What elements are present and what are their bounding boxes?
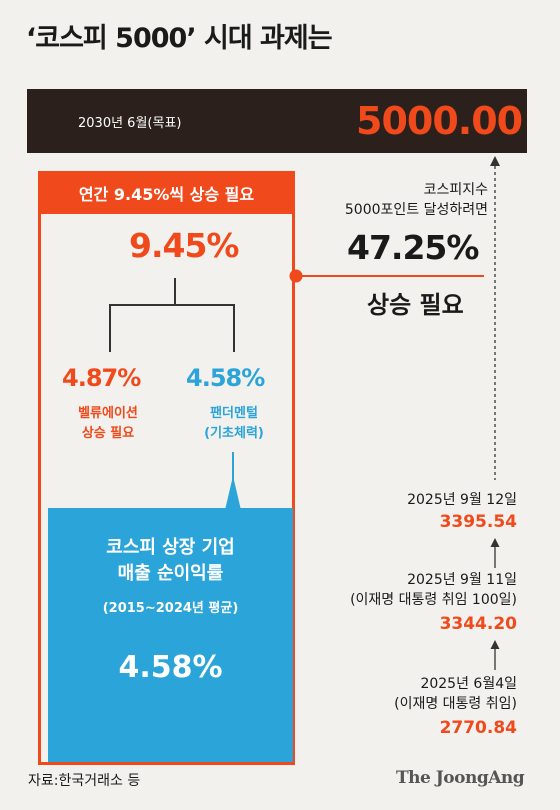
dashed-arrow	[490, 156, 500, 480]
target-label: 2030년 6월(목표)	[78, 116, 182, 131]
profit-box-title: 코스피 상장 기업 매출 순이익률	[106, 537, 235, 584]
required-caption: 코스피지수 5000포인트 달성하려면	[344, 182, 488, 218]
brand-logo: The JoongAng	[396, 768, 525, 788]
growth-box-header-text: 연간 9.45%씩 상승 필요	[78, 185, 255, 204]
required-label: 상승 필요	[367, 291, 464, 319]
profit-box	[48, 508, 293, 762]
tree-stem	[174, 278, 176, 304]
index-value: 3344.20	[439, 614, 517, 634]
profit-box-period: (2015~2024년 평균)	[102, 601, 239, 616]
index-value: 3395.54	[439, 512, 517, 532]
growth-box-header	[38, 171, 295, 214]
profit-box-value: 4.58%	[118, 650, 223, 685]
tree-right-leg	[233, 304, 235, 352]
solid-arrow	[490, 640, 500, 670]
pointer-connector	[225, 452, 241, 510]
required-connector	[289, 269, 484, 283]
fundamental-label: 팬더멘털 (기초체력)	[204, 406, 264, 441]
tree-branch	[109, 304, 234, 306]
target-value: 5000.00	[356, 99, 523, 143]
date-label: 2025년 6월4일 (이재명 대통령 취임)	[394, 676, 517, 712]
page-title: ‘코스피 5000’ 시대 과제는	[26, 23, 333, 54]
annual-growth-total: 9.45%	[129, 226, 239, 265]
tree-left-leg	[109, 304, 111, 352]
date-label: 2025년 9월 12일	[407, 492, 517, 508]
target-banner	[27, 89, 527, 153]
index-value: 2770.84	[439, 718, 517, 738]
valuation-label: 벨류에이션 상승 필요	[78, 406, 138, 441]
required-value: 47.25%	[347, 228, 479, 267]
source-note: 자료:한국거래소 등	[28, 773, 141, 789]
date-label: 2025년 9월 11일 (이재명 대통령 취임 100일)	[350, 572, 517, 608]
valuation-value: 4.87%	[62, 364, 141, 392]
solid-arrow	[490, 538, 500, 568]
fundamental-value: 4.58%	[186, 364, 265, 392]
